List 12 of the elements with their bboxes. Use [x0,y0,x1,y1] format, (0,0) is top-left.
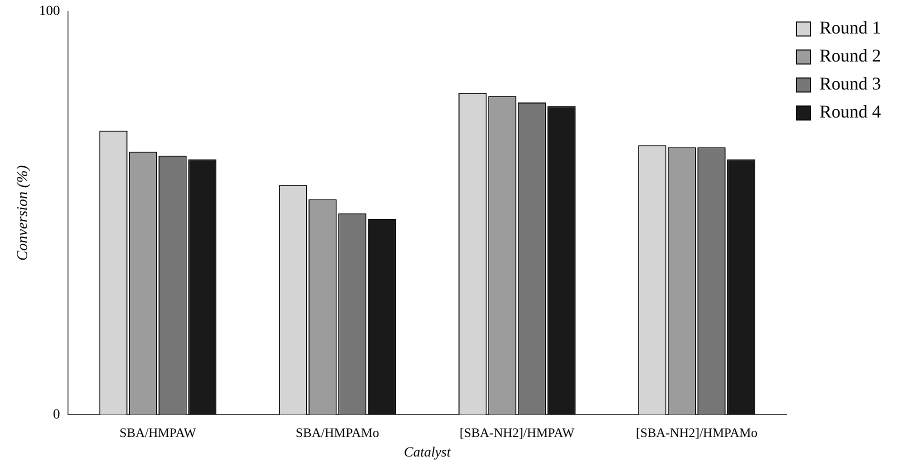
y-axis-title: Conversion (%) [14,165,31,261]
y-tick-label: 100 [39,4,60,20]
legend-label: Round 4 [819,102,882,122]
x-tick-label: SBA/HMPAW [120,424,197,440]
x-axis-title: Catalyst [404,445,452,460]
x-tick-label: SBA/HMPAMo [296,424,380,440]
legend-label: Round 2 [819,46,882,66]
x-tick-label: [SBA-NH2]/HMPAMo [636,424,758,440]
y-tick-label: 0 [53,407,60,422]
legend-label: Round 1 [819,18,882,38]
legend-label: Round 3 [819,74,882,94]
x-tick-label: [SBA-NH2]/HMPAW [460,424,576,440]
